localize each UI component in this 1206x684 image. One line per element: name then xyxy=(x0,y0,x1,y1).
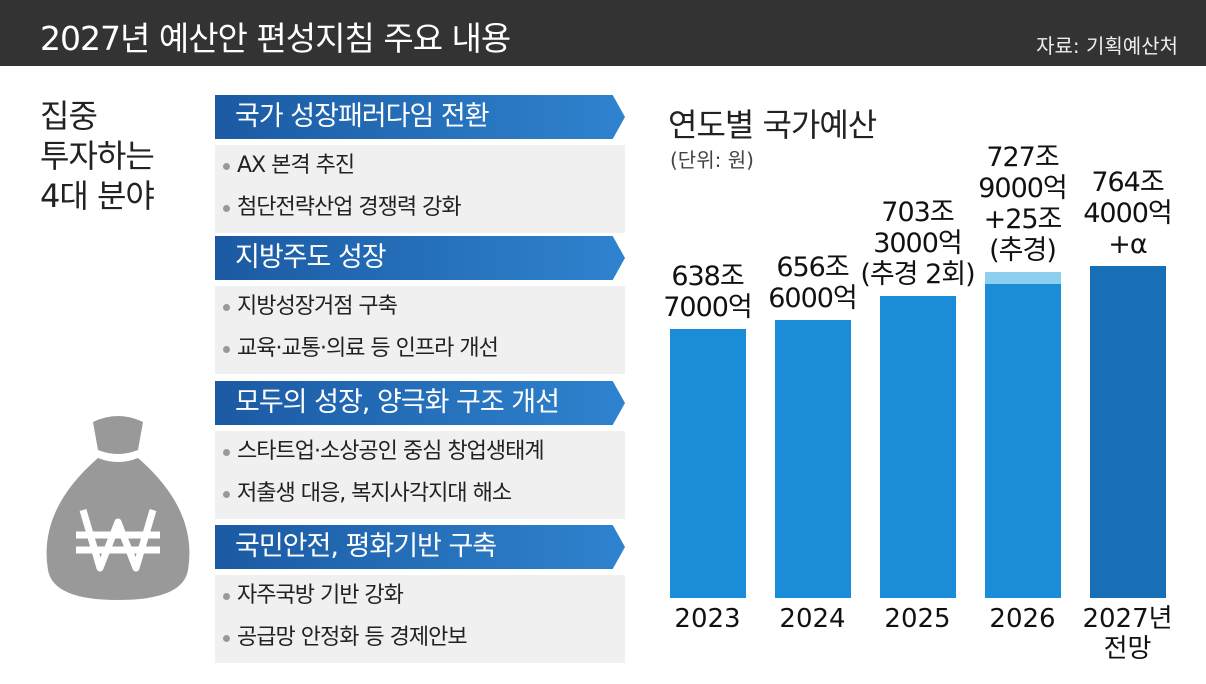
value-labels: 656조 6000억 xyxy=(733,252,893,314)
section-item: AX 본격 추진 xyxy=(215,145,625,187)
bar xyxy=(984,271,1061,285)
bar xyxy=(774,319,851,598)
section-items: 스타트업·소상공인 중심 창업생태계 저출생 대응, 복지사각지대 해소 xyxy=(215,431,625,519)
bar xyxy=(669,328,746,598)
x-tick-label: 2026 xyxy=(989,604,1056,634)
section-item: 첨단전략산업 경쟁력 강화 xyxy=(215,187,625,229)
bar xyxy=(984,284,1061,598)
section-item: 자주국방 기반 강화 xyxy=(215,575,625,617)
x-tick-label: 2024 xyxy=(779,604,846,634)
section-item: 지방성장거점 구축 xyxy=(215,286,625,328)
money-bag-icon xyxy=(46,416,190,600)
x-tick-label: 2023 xyxy=(674,604,741,634)
x-tick-label: 2027년 전망 xyxy=(1082,604,1173,664)
header: 2027년 예산안 편성지침 주요 내용 자료: 기획예산처 xyxy=(0,0,1206,66)
section-title: 국가 성장패러다임 전환 xyxy=(215,95,625,139)
focus-label: 집중 투자하는 4대 분야 xyxy=(40,97,155,215)
bar xyxy=(879,296,956,598)
section-items: AX 본격 추진 첨단전략산업 경쟁력 강화 xyxy=(215,145,625,233)
value-label: 638조 7000억 xyxy=(663,260,753,323)
section-items: 자주국방 기반 강화 공급망 안정화 등 경제안보 xyxy=(215,575,625,663)
value-label: 764조 4000억 +α xyxy=(1083,166,1173,260)
chart-title: 연도별 국가예산 xyxy=(668,106,877,144)
section-item: 저출생 대응, 복지사각지대 해소 xyxy=(215,473,625,515)
value-labels: 727조 9000억 +25조 (추경) xyxy=(943,142,1103,266)
section-item: 교육·교통·의료 등 인프라 개선 xyxy=(215,328,625,370)
header-title: 2027년 예산안 편성지침 주요 내용 xyxy=(40,19,511,58)
chart-subtitle: (단위: 원) xyxy=(670,148,754,172)
source: 자료: 기획예산처 xyxy=(1036,34,1178,58)
value-labels: 638조 7000억 xyxy=(628,261,788,323)
value-label: 703조 3000억 (추경 2회) xyxy=(860,197,975,291)
section-items: 지방성장거점 구축 교육·교통·의료 등 인프라 개선 xyxy=(215,286,625,374)
section-title: 지방주도 성장 xyxy=(215,236,625,280)
value-label: 727조 9000억 xyxy=(978,141,1068,204)
section-title: 국민안전, 평화기반 구축 xyxy=(215,525,625,569)
value-label: +25조 (추경) xyxy=(983,203,1063,266)
value-labels: 703조 3000억 (추경 2회) xyxy=(838,197,998,290)
value-labels: 764조 4000억 +α xyxy=(1048,167,1206,260)
value-label: 656조 6000억 xyxy=(768,251,858,314)
section-item: 공급망 안정화 등 경제안보 xyxy=(215,617,625,659)
bar xyxy=(1089,265,1166,598)
x-tick-label: 2025 xyxy=(884,604,951,634)
section-title: 모두의 성장, 양극화 구조 개선 xyxy=(215,381,625,425)
section-item: 스타트업·소상공인 중심 창업생태계 xyxy=(215,431,625,473)
